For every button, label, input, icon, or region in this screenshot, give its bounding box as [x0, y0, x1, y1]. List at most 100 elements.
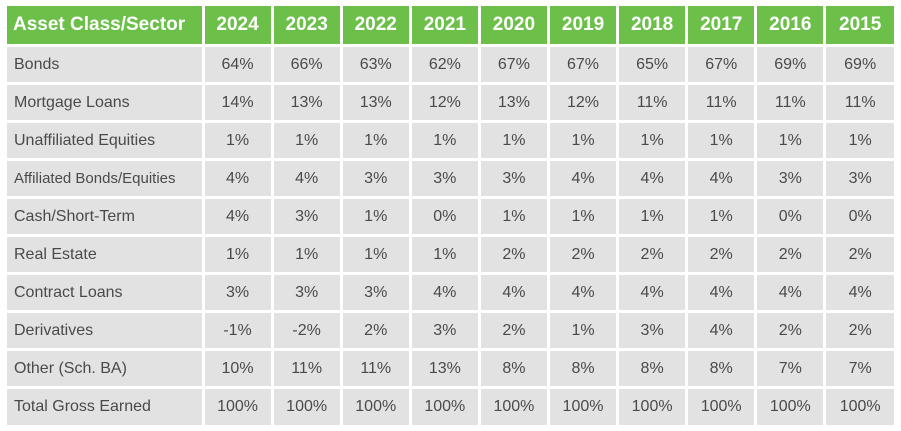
- value-cell-2018: 1%: [617, 121, 689, 161]
- value-cell-2017: 8%: [686, 349, 758, 389]
- value-cell-2024: 1%: [203, 235, 274, 275]
- value-cell-2021: 0%: [410, 197, 481, 237]
- value-cell-2016: 2%: [755, 311, 827, 351]
- value-cell-2024: 3%: [203, 273, 274, 313]
- value-cell-2024: 10%: [203, 349, 274, 389]
- value-cell-2018: 3%: [617, 311, 689, 351]
- row-label: Unaffiliated Equities: [7, 121, 205, 161]
- value-cell-2022: 1%: [341, 121, 412, 161]
- header-year-2021: 2021: [410, 6, 481, 47]
- value-cell-2023: -2%: [272, 311, 343, 351]
- table-body: Bonds 64% 66% 63% 62% 67% 67% 65% 67% 69% 69% Mortg…: [7, 45, 894, 428]
- value-cell-2020: 1%: [479, 121, 550, 161]
- value-cell-2020: 13%: [479, 83, 550, 123]
- value-cell-2018: 65%: [617, 45, 689, 85]
- value-cell-2019: 1%: [548, 197, 620, 237]
- value-cell-2017: 2%: [686, 235, 758, 275]
- value-cell-2022: 100%: [341, 386, 412, 428]
- value-cell-2021: 3%: [410, 159, 481, 199]
- value-cell-2019: 67%: [548, 45, 620, 85]
- value-cell-2017: 100%: [686, 386, 758, 428]
- header-year-2015: 2015: [824, 6, 894, 47]
- value-cell-2019: 1%: [548, 121, 620, 161]
- value-cell-2023: 1%: [272, 121, 343, 161]
- value-cell-2021: 12%: [410, 83, 481, 123]
- allocation-table-container: Asset Class/Sector 2024 2023 2022 2021 2020 2…: [7, 6, 894, 428]
- value-cell-2018: 1%: [617, 197, 689, 237]
- value-cell-2019: 1%: [548, 311, 620, 351]
- value-cell-2019: 12%: [548, 83, 620, 123]
- value-cell-2022: 11%: [341, 349, 412, 389]
- row-label: Other (Sch. BA): [7, 349, 205, 389]
- table-row: Unaffiliated Equities 1% 1% 1% 1% 1% 1% 1% 1% 1% 1…: [7, 121, 894, 161]
- header-year-2022: 2022: [341, 6, 412, 47]
- value-cell-2016: 1%: [755, 121, 827, 161]
- value-cell-2019: 2%: [548, 235, 620, 275]
- value-cell-2021: 4%: [410, 273, 481, 313]
- value-cell-2017: 1%: [686, 197, 758, 237]
- value-cell-2023: 4%: [272, 159, 343, 199]
- value-cell-2022: 1%: [341, 197, 412, 237]
- row-label: Affiliated Bonds/Equities: [7, 159, 205, 199]
- value-cell-2017: 4%: [686, 159, 758, 199]
- value-cell-2021: 100%: [410, 386, 481, 428]
- value-cell-2019: 4%: [548, 159, 620, 199]
- row-label: Bonds: [7, 45, 205, 85]
- value-cell-2022: 63%: [341, 45, 412, 85]
- value-cell-2016: 69%: [755, 45, 827, 85]
- value-cell-2024: 1%: [203, 121, 274, 161]
- header-asset-class: Asset Class/Sector: [7, 6, 205, 47]
- table-row: Real Estate 1% 1% 1% 1% 2% 2% 2% 2% 2% 2%: [7, 235, 894, 275]
- header-year-2016: 2016: [755, 6, 827, 47]
- value-cell-2023: 66%: [272, 45, 343, 85]
- value-cell-2018: 8%: [617, 349, 689, 389]
- value-cell-2015: 69%: [824, 45, 894, 85]
- table-row: Other (Sch. BA) 10% 11% 11% 13% 8% 8% 8% 8% 7% 7%: [7, 349, 894, 389]
- value-cell-2021: 62%: [410, 45, 481, 85]
- value-cell-2021: 3%: [410, 311, 481, 351]
- value-cell-2022: 3%: [341, 273, 412, 313]
- header-year-2018: 2018: [617, 6, 689, 47]
- value-cell-2016: 2%: [755, 235, 827, 275]
- value-cell-2023: 3%: [272, 197, 343, 237]
- value-cell-2020: 3%: [479, 159, 550, 199]
- value-cell-2023: 100%: [272, 386, 343, 428]
- value-cell-2018: 4%: [617, 159, 689, 199]
- header-year-2023: 2023: [272, 6, 343, 47]
- header-year-2024: 2024: [203, 6, 274, 47]
- value-cell-2024: 14%: [203, 83, 274, 123]
- header-year-2020: 2020: [479, 6, 550, 47]
- table-row: Derivatives -1% -2% 2% 3% 2% 1% 3% 4% 2% 2%: [7, 311, 894, 351]
- value-cell-2016: 3%: [755, 159, 827, 199]
- value-cell-2022: 3%: [341, 159, 412, 199]
- value-cell-2020: 67%: [479, 45, 550, 85]
- row-label: Mortgage Loans: [7, 83, 205, 123]
- value-cell-2021: 1%: [410, 235, 481, 275]
- value-cell-2015: 100%: [824, 386, 894, 428]
- value-cell-2019: 4%: [548, 273, 620, 313]
- value-cell-2020: 1%: [479, 197, 550, 237]
- value-cell-2019: 100%: [548, 386, 620, 428]
- value-cell-2023: 3%: [272, 273, 343, 313]
- row-label: Cash/Short-Term: [7, 197, 205, 237]
- value-cell-2015: 2%: [824, 235, 894, 275]
- value-cell-2023: 13%: [272, 83, 343, 123]
- allocation-table: Asset Class/Sector 2024 2023 2022 2021 2020 2…: [7, 6, 894, 428]
- value-cell-2020: 2%: [479, 311, 550, 351]
- value-cell-2021: 1%: [410, 121, 481, 161]
- value-cell-2016: 7%: [755, 349, 827, 389]
- value-cell-2024: 64%: [203, 45, 274, 85]
- table-row: Mortgage Loans 14% 13% 13% 12% 13% 12% 11% 11% 11…: [7, 83, 894, 123]
- value-cell-2016: 100%: [755, 386, 827, 428]
- value-cell-2024: -1%: [203, 311, 274, 351]
- header-year-2019: 2019: [548, 6, 620, 47]
- value-cell-2015: 3%: [824, 159, 894, 199]
- value-cell-2018: 4%: [617, 273, 689, 313]
- value-cell-2024: 4%: [203, 159, 274, 199]
- value-cell-2015: 7%: [824, 349, 894, 389]
- value-cell-2019: 8%: [548, 349, 620, 389]
- value-cell-2020: 4%: [479, 273, 550, 313]
- value-cell-2017: 11%: [686, 83, 758, 123]
- value-cell-2016: 11%: [755, 83, 827, 123]
- value-cell-2016: 4%: [755, 273, 827, 313]
